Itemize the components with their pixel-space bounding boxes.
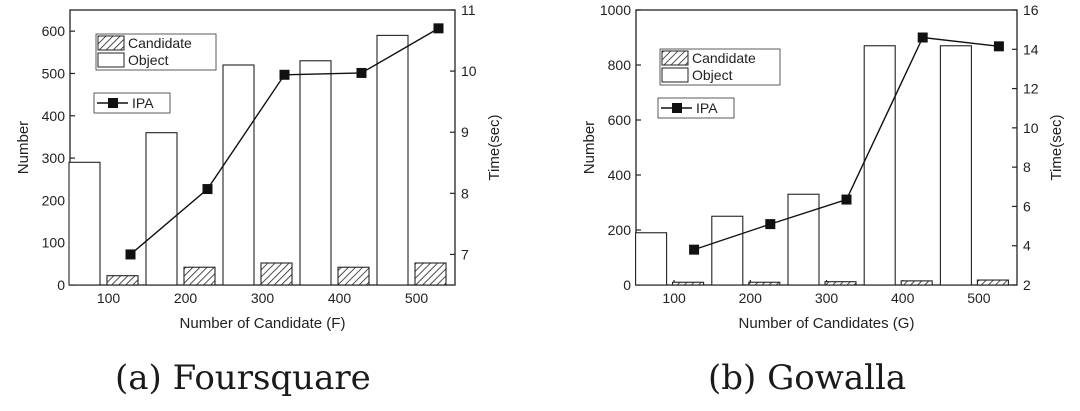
- y2-tick-label: 16: [1023, 2, 1039, 18]
- candidate-bar: [900, 280, 933, 286]
- y2-tick-label: 2: [1023, 277, 1031, 293]
- candidate-bar: [260, 262, 293, 286]
- y2-tick-label: 9: [461, 124, 469, 140]
- y-tick-label: 600: [608, 112, 632, 128]
- candidate-bar: [106, 275, 139, 286]
- ipa-point: [125, 249, 136, 260]
- legend-ipa-label: IPA: [132, 95, 154, 111]
- y-tick-label: 300: [42, 150, 66, 166]
- y-tick-label: 0: [57, 277, 65, 293]
- y-tick-label: 0: [623, 277, 631, 293]
- ipa-point: [841, 194, 852, 205]
- candidate-bar: [337, 266, 370, 286]
- legend-candidate-label: Candidate: [692, 50, 756, 66]
- object-bar: [68, 161, 101, 286]
- legend-object-swatch: [97, 52, 125, 68]
- y-tick-label: 800: [608, 57, 632, 73]
- y-tick-label: 400: [608, 167, 632, 183]
- legend-object-label: Object: [128, 52, 169, 68]
- x-tick-label: 200: [174, 290, 198, 306]
- y2-tick-label: 7: [461, 246, 469, 262]
- y-tick-label: 200: [608, 222, 632, 238]
- ipa-point: [765, 219, 776, 230]
- ipa-point: [993, 41, 1004, 52]
- x-tick-label: 400: [328, 290, 352, 306]
- y-tick-label: 500: [42, 65, 66, 81]
- candidate-bar: [824, 281, 857, 286]
- y2-tick-label: 12: [1023, 81, 1039, 97]
- y-tick-label: 600: [42, 23, 66, 39]
- object-bar: [299, 60, 332, 286]
- x-tick-label: 500: [405, 290, 429, 306]
- chart-gowalla: 0 200 400 600 800 1000 2 4 6 8 10 12 14 16 100 200 300 40…: [581, 2, 1065, 332]
- y2-tick-label: 6: [1023, 198, 1031, 214]
- ipa-point: [202, 184, 213, 195]
- object-bar: [787, 193, 820, 286]
- object-bar: [222, 64, 255, 286]
- y2-tick-label: 8: [1023, 159, 1031, 175]
- y2-tick-label: 10: [1023, 120, 1039, 136]
- ipa-point: [433, 23, 444, 34]
- candidate-bar: [414, 262, 447, 286]
- chart-foursquare: 0 100 200 300 400 500 600 7 8 9 10 11 100 200 300 400 50…: [15, 2, 503, 332]
- candidate-bar: [183, 266, 216, 286]
- y2-axis-title: Time(sec): [486, 114, 503, 180]
- legend-object-label: Object: [692, 67, 733, 83]
- object-bar: [145, 132, 178, 286]
- candidate-bar: [748, 281, 781, 286]
- x-tick-label: 300: [815, 290, 839, 306]
- legend-ipa-marker: [672, 103, 682, 113]
- caption-gowalla: (b) Gowalla: [708, 358, 907, 398]
- x-tick-label: 100: [97, 290, 121, 306]
- x-tick-label: 400: [891, 290, 915, 306]
- x-tick-label: 100: [662, 290, 686, 306]
- legend-ipa-marker: [108, 98, 118, 108]
- y-axis-title: Number: [15, 121, 32, 174]
- x-axis-title: Number of Candidate (F): [180, 315, 346, 332]
- legend-candidate-swatch: [97, 35, 125, 51]
- object-bar: [635, 232, 668, 286]
- y2-tick-label: 10: [461, 63, 477, 79]
- y-axis-title: Number: [581, 121, 598, 174]
- y2-axis-title: Time(sec): [1048, 114, 1065, 180]
- y-tick-label: 400: [42, 108, 66, 124]
- y-tick-label: 100: [42, 235, 66, 251]
- legend-object-swatch: [661, 67, 689, 83]
- y2-tick-label: 4: [1023, 238, 1031, 254]
- x-axis-title: Number of Candidates (G): [739, 315, 915, 332]
- y-tick-label: 1000: [600, 2, 631, 18]
- x-tick-label: 500: [967, 290, 991, 306]
- candidate-bar: [672, 281, 705, 286]
- ipa-point: [689, 244, 700, 255]
- y2-tick-label: 8: [461, 185, 469, 201]
- object-bar: [939, 45, 972, 286]
- x-tick-label: 300: [251, 290, 275, 306]
- object-bar: [863, 45, 896, 286]
- object-bar: [376, 34, 409, 286]
- x-tick-label: 200: [739, 290, 763, 306]
- ipa-point: [279, 69, 290, 80]
- caption-foursquare: (a) Foursquare: [115, 358, 371, 398]
- candidate-bar: [976, 279, 1009, 286]
- y2-tick-label: 14: [1023, 41, 1039, 57]
- legend-candidate-label: Candidate: [128, 35, 192, 51]
- y2-tick-label: 11: [461, 2, 476, 18]
- ipa-point: [356, 67, 367, 78]
- object-bar: [711, 215, 744, 286]
- legend-candidate-swatch: [661, 50, 689, 66]
- y-tick-label: 200: [42, 192, 66, 208]
- ipa-point: [917, 32, 928, 43]
- legend-ipa-label: IPA: [696, 100, 718, 116]
